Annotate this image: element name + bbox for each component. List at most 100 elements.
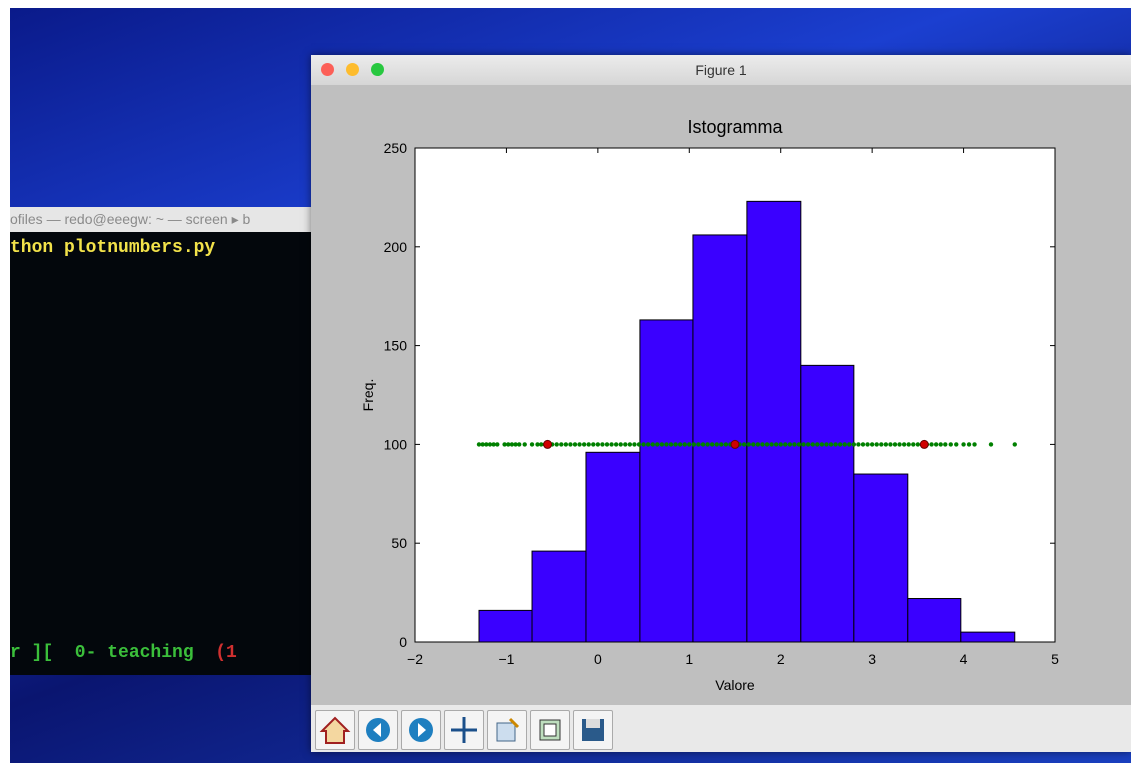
x-tick-label: 4	[960, 651, 968, 667]
point	[623, 442, 628, 447]
point	[506, 442, 511, 447]
figure-window: Figure 1 Istogramma Valore Freq. 0 50 100 1…	[311, 55, 1131, 752]
point	[1012, 442, 1017, 447]
point	[723, 442, 729, 447]
point	[810, 442, 815, 447]
point	[581, 442, 587, 447]
point	[972, 442, 977, 447]
point	[535, 442, 540, 447]
y-axis-label: Freq.	[360, 379, 376, 412]
axes-frame	[414, 147, 1056, 643]
point	[604, 442, 610, 447]
point	[682, 442, 687, 447]
point	[755, 442, 761, 447]
point	[632, 442, 637, 447]
chart-title: Istogramma	[687, 117, 783, 137]
close-button[interactable]	[321, 63, 334, 76]
title-bar: Figure 1	[311, 55, 1131, 85]
minimize-button[interactable]	[346, 63, 359, 76]
point	[618, 442, 623, 447]
bar	[746, 200, 802, 643]
save-button[interactable]	[573, 710, 613, 750]
home-icon	[319, 716, 351, 744]
point	[730, 439, 740, 449]
point	[480, 442, 485, 447]
point	[842, 442, 847, 447]
bar	[800, 364, 855, 643]
zoom-icon	[496, 717, 520, 742]
point	[966, 442, 972, 447]
x-tick-label: 1	[685, 651, 693, 667]
point	[538, 442, 544, 447]
point	[563, 442, 569, 447]
point	[819, 442, 825, 447]
point	[673, 442, 678, 447]
terminal: ofiles — redo@eeegw: ~ — screen ▸ b thon…	[10, 207, 311, 675]
point	[824, 442, 829, 447]
point	[933, 442, 939, 447]
toolbar	[311, 705, 1131, 752]
x-axis-label: Valore	[715, 677, 755, 693]
point	[792, 442, 797, 447]
subplots-button[interactable]	[530, 710, 570, 750]
point	[559, 442, 564, 447]
point	[700, 442, 706, 447]
x-tick-label: 5	[1051, 651, 1059, 667]
terminal-tab: ofiles — redo@eeegw: ~ — screen ▸ b	[10, 207, 311, 232]
x-tick-label: 3	[868, 651, 876, 667]
point	[529, 442, 535, 447]
point	[837, 442, 843, 447]
point	[677, 442, 683, 447]
point	[879, 442, 884, 447]
point	[815, 442, 820, 447]
point	[484, 442, 489, 447]
point	[883, 442, 889, 447]
point	[929, 442, 934, 447]
zoom-rect-button[interactable]	[487, 710, 527, 750]
pan-button[interactable]	[444, 710, 484, 750]
point	[655, 442, 660, 447]
point	[741, 442, 747, 447]
point	[778, 442, 783, 447]
home-button[interactable]	[315, 710, 355, 750]
point	[961, 442, 966, 447]
point	[641, 442, 646, 447]
point	[764, 442, 770, 447]
point	[801, 442, 806, 447]
point	[787, 442, 793, 447]
zoom-button[interactable]	[371, 63, 384, 76]
point	[600, 442, 605, 447]
point	[696, 442, 701, 447]
point	[476, 442, 482, 447]
y-tick-label: 250	[384, 140, 408, 156]
point	[773, 442, 779, 447]
point	[572, 442, 578, 447]
x-tick-label: −1	[498, 651, 514, 667]
point	[938, 442, 943, 447]
point	[833, 442, 838, 447]
point	[719, 442, 724, 447]
point	[705, 442, 710, 447]
point	[865, 442, 870, 447]
back-icon	[366, 718, 390, 742]
point	[988, 442, 994, 447]
point	[783, 442, 788, 447]
point	[874, 442, 879, 447]
point	[897, 442, 902, 447]
point	[659, 442, 665, 447]
point	[609, 442, 614, 447]
y-tick-label: 0	[399, 634, 407, 650]
point	[586, 442, 591, 447]
forward-button[interactable]	[401, 710, 441, 750]
point	[664, 442, 669, 447]
point	[513, 442, 518, 447]
point	[509, 442, 515, 447]
point	[568, 442, 573, 447]
bar	[692, 234, 748, 643]
point	[860, 442, 866, 447]
pan-icon	[451, 717, 477, 743]
chart: Istogramma Valore Freq. 050100150200250−…	[360, 117, 1059, 693]
bar	[907, 598, 962, 643]
point	[636, 442, 642, 447]
back-button[interactable]	[358, 710, 398, 750]
